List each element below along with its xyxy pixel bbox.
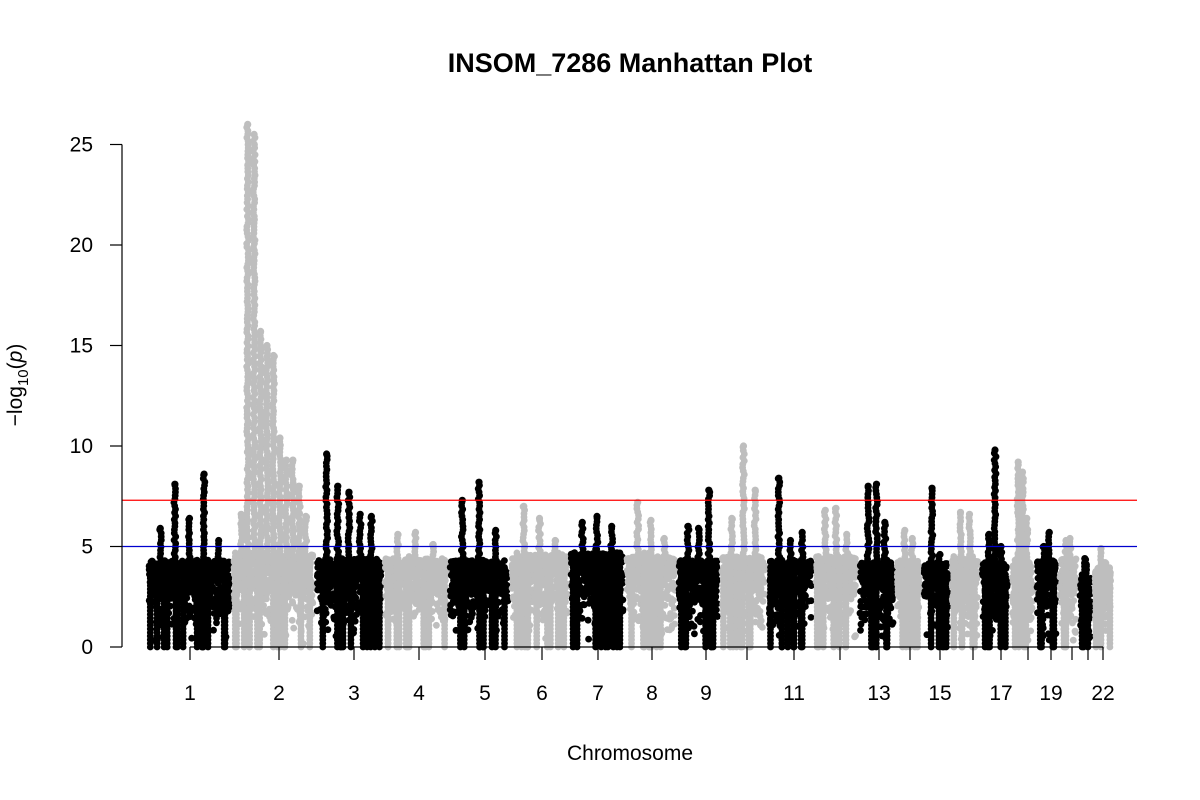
snp-point: [441, 556, 448, 564]
snp-point: [384, 564, 392, 571]
peak-point: [257, 327, 265, 335]
peak-point: [244, 120, 252, 128]
snp-point: [186, 610, 194, 617]
snp-point: [210, 626, 217, 634]
snp-point: [290, 581, 297, 589]
snp-point: [261, 571, 269, 578]
snp-point: [468, 610, 476, 618]
peak-point: [295, 482, 303, 490]
snp-point: [147, 562, 155, 570]
chromosome-6-points: [508, 502, 571, 651]
snp-point: [326, 583, 334, 591]
snp-point: [240, 560, 248, 568]
peak-point: [356, 510, 364, 518]
snp-point: [281, 560, 289, 568]
chromosome-1-points: [145, 470, 234, 651]
snp-point: [492, 567, 499, 575]
snp-point: [172, 571, 180, 578]
snp-point: [309, 551, 317, 559]
snp-point: [213, 619, 220, 627]
snp-point: [533, 556, 541, 564]
snp-point: [447, 592, 455, 600]
snp-point: [288, 560, 295, 568]
snp-point: [246, 556, 253, 564]
snp-point: [416, 564, 423, 572]
snp-point: [179, 567, 187, 575]
peak-point: [492, 526, 500, 535]
chromosome-2-points: [230, 120, 317, 651]
snp-point: [404, 556, 411, 564]
snp-point: [210, 610, 218, 617]
snp-point: [193, 556, 201, 564]
snp-point: [146, 571, 154, 578]
snp-point: [319, 571, 327, 578]
snp-point: [468, 591, 475, 598]
snp-point: [468, 566, 476, 573]
peak-point: [302, 512, 310, 521]
peak-point: [334, 482, 342, 490]
points-layer: [145, 120, 1114, 651]
snp-point: [327, 562, 335, 570]
snp-point: [221, 567, 229, 575]
peak-point: [475, 478, 483, 486]
snp-point: [433, 600, 440, 608]
snp-point: [163, 560, 171, 568]
peak-point: [171, 480, 179, 488]
snp-point: [264, 558, 271, 565]
snp-point: [339, 560, 347, 568]
peak-point: [269, 351, 278, 360]
peak-point: [276, 434, 284, 442]
peak-point: [250, 130, 258, 138]
snp-point: [220, 560, 228, 568]
chromosome-5-points: [446, 478, 512, 651]
snp-point: [287, 587, 295, 595]
snp-point: [402, 571, 410, 578]
peak-point: [323, 450, 331, 458]
snp-point: [289, 598, 296, 606]
snp-point: [314, 559, 321, 567]
snp-point: [376, 560, 383, 568]
peak-point: [215, 536, 223, 545]
snp-point: [213, 573, 221, 580]
snp-point: [422, 560, 429, 568]
snp-point: [433, 621, 440, 629]
peak-point: [185, 514, 194, 523]
snp-point: [226, 603, 234, 611]
snp-point: [288, 616, 296, 624]
peak-point: [411, 528, 420, 537]
snp-point: [469, 558, 476, 565]
chart-title: INSOM_7286 Manhattan Plot: [448, 48, 813, 78]
snp-point: [327, 602, 335, 609]
snp-point: [273, 560, 281, 568]
peak-point: [345, 488, 353, 496]
peak-point: [282, 456, 290, 464]
peak-point: [289, 456, 297, 464]
peak-point: [156, 524, 164, 533]
peak-point: [263, 341, 271, 350]
snp-point: [363, 571, 371, 578]
peak-point: [200, 470, 208, 478]
snp-point: [214, 579, 222, 587]
snp-point: [215, 604, 223, 612]
snp-point: [153, 567, 161, 575]
snp-point: [334, 567, 341, 575]
chromosome-3-points: [313, 450, 385, 651]
peak-point: [394, 530, 402, 539]
snp-point: [501, 564, 508, 571]
snp-point: [411, 609, 419, 617]
snp-point: [469, 582, 477, 590]
peak-point: [367, 512, 375, 521]
snp-point: [447, 558, 455, 565]
snp-point: [306, 564, 314, 571]
snp-point: [480, 564, 487, 571]
snp-point: [187, 588, 195, 595]
snp-point: [188, 634, 196, 642]
snp-point: [290, 624, 298, 632]
snp-point: [186, 571, 194, 579]
